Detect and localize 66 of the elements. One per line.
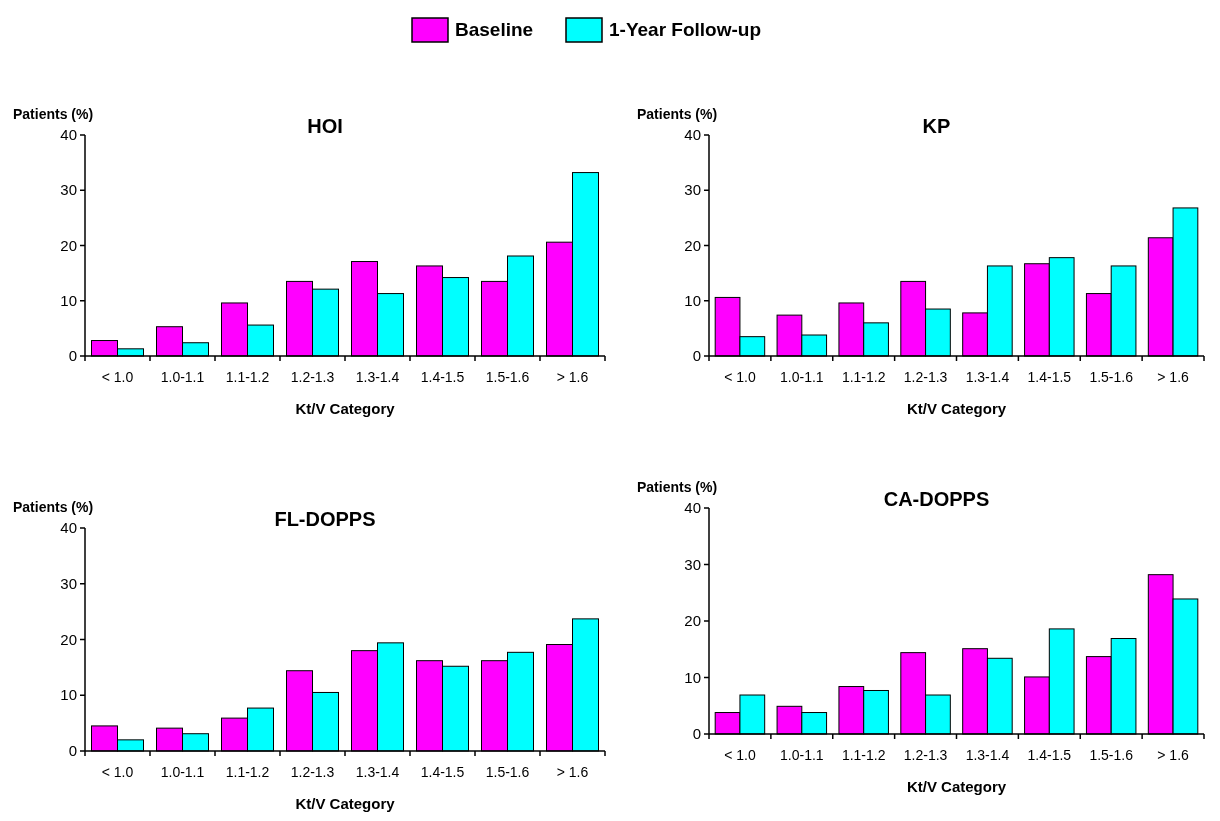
y-tick-label: 20: [60, 630, 77, 648]
x-tick-label: < 1.0: [101, 369, 134, 385]
y-tick-label: 20: [684, 236, 701, 254]
x-tick-label: 1.5-1.6: [1089, 747, 1134, 763]
x-tick-label: > 1.6: [556, 369, 589, 385]
legend-label: 1-Year Follow-up: [609, 19, 762, 40]
y-tick-label: 20: [60, 236, 77, 254]
x-tick-label: 1.3-1.4: [965, 369, 1010, 385]
chart-title: KP: [922, 115, 951, 137]
y-axis-title: Patients (%): [637, 106, 718, 122]
x-tick-label: 1.4-1.5: [1027, 747, 1072, 763]
y-axis-title: Patients (%): [13, 499, 94, 515]
x-tick-label: 1.1-1.2: [841, 747, 886, 763]
x-tick-label: 1.0-1.1: [780, 369, 824, 385]
x-tick-label: > 1.6: [1157, 369, 1190, 385]
x-tick-label: 1.5-1.6: [1089, 369, 1134, 385]
x-tick-label: 1.2-1.3: [903, 369, 948, 385]
y-tick-label: 40: [60, 519, 77, 536]
y-tick-label: 0: [692, 347, 701, 364]
y-tick-label: 10: [60, 291, 77, 309]
x-tick-label: 1.2-1.3: [903, 747, 948, 763]
x-tick-label: < 1.0: [724, 369, 756, 385]
x-tick-label: 1.5-1.6: [485, 764, 530, 780]
x-tick-label: 1.2-1.3: [290, 369, 335, 385]
y-tick-label: 10: [684, 291, 701, 309]
y-axis-title: Patients (%): [637, 479, 718, 495]
x-tick-label: 1.4-1.5: [420, 369, 465, 385]
x-tick-label: < 1.0: [724, 747, 756, 763]
y-axis-title: Patients (%): [13, 106, 94, 122]
x-tick-label: 1.0-1.1: [780, 747, 824, 763]
x-axis-title: Kt/V Category: [295, 400, 396, 417]
x-axis-title: Kt/V Category: [906, 400, 1007, 417]
x-tick-label: 1.1-1.2: [225, 369, 270, 385]
x-axis-title: Kt/V Category: [906, 778, 1007, 795]
y-tick-label: 30: [684, 555, 701, 573]
chart-title: FL-DOPPS: [274, 508, 376, 530]
x-axis-title: Kt/V Category: [295, 795, 396, 812]
chart-title: CA-DOPPS: [883, 488, 990, 510]
y-tick-label: 0: [68, 742, 77, 759]
x-tick-label: 1.1-1.2: [841, 369, 886, 385]
x-tick-label: 1.4-1.5: [1027, 369, 1072, 385]
x-tick-label: 1.2-1.3: [290, 764, 335, 780]
x-tick-label: < 1.0: [101, 764, 134, 780]
y-tick-label: 0: [692, 725, 701, 742]
y-tick-label: 0: [68, 347, 77, 364]
x-tick-label: 1.5-1.6: [485, 369, 530, 385]
y-tick-label: 40: [684, 499, 701, 516]
x-tick-label: 1.0-1.1: [160, 369, 205, 385]
x-tick-label: > 1.6: [556, 764, 589, 780]
y-tick-label: 30: [60, 574, 77, 592]
x-tick-label: > 1.6: [1157, 747, 1190, 763]
x-tick-label: 1.1-1.2: [225, 764, 270, 780]
y-tick-label: 20: [684, 612, 701, 629]
x-tick-label: 1.3-1.4: [355, 764, 400, 780]
y-tick-label: 40: [684, 126, 701, 143]
x-tick-label: 1.0-1.1: [160, 764, 205, 780]
y-tick-label: 30: [684, 181, 701, 199]
y-tick-label: 30: [60, 181, 77, 199]
x-tick-label: 1.3-1.4: [355, 369, 400, 385]
x-tick-label: 1.4-1.5: [420, 764, 465, 780]
y-tick-label: 10: [684, 668, 701, 686]
chart-title: HOI: [307, 115, 343, 137]
legend-label: Baseline: [455, 19, 534, 40]
y-tick-label: 40: [60, 126, 77, 143]
x-tick-label: 1.3-1.4: [965, 747, 1010, 763]
y-tick-label: 10: [60, 686, 77, 704]
